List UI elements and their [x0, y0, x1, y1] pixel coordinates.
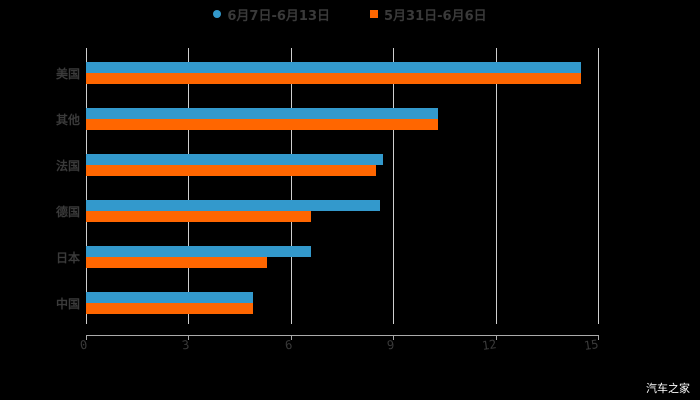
bar-2[interactable] — [86, 303, 254, 314]
x-tick-label: 6 — [283, 337, 293, 353]
x-tick-label: 12 — [480, 337, 497, 353]
category-label: 美国 — [55, 67, 80, 81]
watermark: 汽车之家 — [646, 382, 690, 395]
legend-label-series-2: 5月31日-6月6日 — [384, 8, 487, 24]
x-tick — [290, 335, 292, 340]
gridline — [393, 48, 395, 324]
category-label: 法国 — [55, 159, 80, 173]
x-tick — [495, 335, 497, 340]
series-1-swatch-icon — [213, 10, 222, 18]
bar-2[interactable] — [86, 257, 267, 268]
gridline — [598, 48, 599, 324]
category-label: 其他 — [55, 113, 80, 127]
gridline — [495, 48, 497, 324]
bar-2[interactable] — [86, 211, 312, 222]
gridline — [188, 48, 190, 324]
gridline — [86, 48, 87, 324]
bar-1[interactable] — [86, 246, 312, 257]
chart-legend: 6月7日-6月13日 5月31日-6月6日 — [0, 4, 700, 24]
bar-1[interactable] — [86, 108, 438, 119]
category-label: 德国 — [55, 205, 80, 219]
x-tick — [188, 335, 190, 340]
legend-label-series-1: 6月7日-6月13日 — [227, 8, 330, 24]
category-label: 中国 — [55, 297, 80, 311]
category-label: 日本 — [55, 251, 80, 265]
x-tick — [393, 335, 395, 340]
bar-1[interactable] — [86, 154, 383, 165]
legend-item-series-2[interactable]: 5月31日-6月6日 — [370, 5, 487, 24]
legend-item-series-1[interactable]: 6月7日-6月13日 — [213, 5, 330, 24]
bar-2[interactable] — [86, 119, 438, 130]
x-tick — [86, 335, 87, 340]
bar-1[interactable] — [86, 200, 380, 211]
x-tick — [598, 335, 599, 340]
bar-2[interactable] — [86, 165, 377, 176]
plot-area — [86, 48, 599, 324]
gridline — [290, 48, 292, 324]
bar-2[interactable] — [86, 73, 581, 84]
x-tick-label: 15 — [583, 337, 600, 353]
x-axis-line — [86, 335, 598, 336]
series-2-swatch-icon — [370, 10, 378, 18]
bar-1[interactable] — [86, 62, 581, 73]
bar-1[interactable] — [86, 292, 254, 303]
